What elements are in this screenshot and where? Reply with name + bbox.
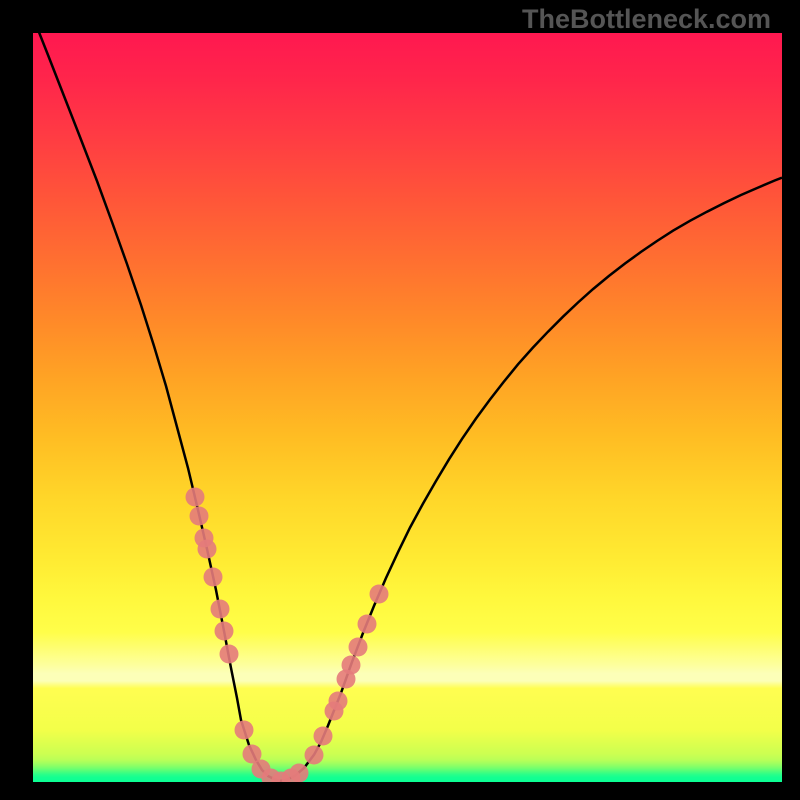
data-marker	[220, 645, 239, 664]
data-marker	[370, 585, 389, 604]
data-marker	[349, 638, 368, 657]
data-marker	[211, 600, 230, 619]
data-marker	[342, 656, 361, 675]
data-marker	[235, 721, 254, 740]
data-marker	[290, 764, 309, 783]
data-marker	[358, 615, 377, 634]
data-marker	[198, 540, 217, 559]
bottleneck-chart	[0, 0, 800, 800]
data-marker	[215, 622, 234, 641]
data-marker	[305, 746, 324, 765]
data-marker	[204, 568, 223, 587]
data-marker	[186, 488, 205, 507]
data-marker	[329, 692, 348, 711]
gradient-background	[33, 33, 782, 782]
data-marker	[314, 727, 333, 746]
watermark-text: TheBottleneck.com	[522, 4, 771, 35]
data-marker	[190, 507, 209, 526]
